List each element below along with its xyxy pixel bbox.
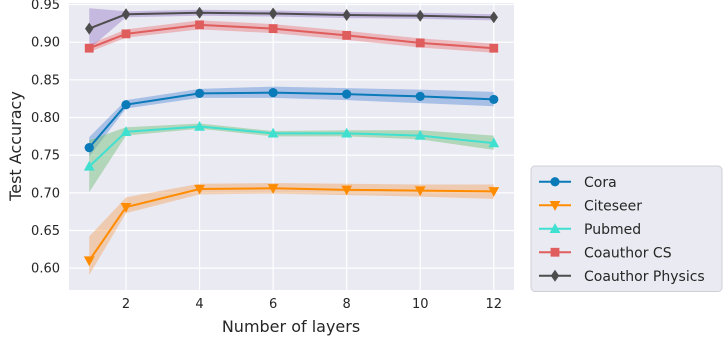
series-markers xyxy=(83,6,500,267)
point-citeseer xyxy=(267,184,279,194)
x-axis-title: Number of layers xyxy=(222,317,360,336)
legend-item-coauthor-physics: Coauthor Physics xyxy=(539,269,705,285)
legend-label: Cora xyxy=(584,175,617,191)
point-citeseer xyxy=(194,184,205,195)
band-coauthor-physics xyxy=(89,8,494,49)
point-cora xyxy=(415,91,425,102)
band-cora xyxy=(89,86,494,157)
legend-label: Coauthor Physics xyxy=(584,269,705,285)
point-coauthor-physics xyxy=(268,7,278,20)
y-axis-title: Test Accuracy xyxy=(6,91,25,202)
y-tick-label: 0.65 xyxy=(31,224,60,239)
y-tick-labels: 0.60 0.65 0.70 0.75 0.80 0.85 0.90 0.95 xyxy=(31,0,60,277)
legend-item-citeseer: Citeseer xyxy=(539,198,642,214)
legend-label: Citeseer xyxy=(584,198,642,214)
point-citeseer xyxy=(83,256,95,267)
legend-marker xyxy=(550,177,560,187)
plot-background xyxy=(69,3,514,290)
legend-label: Pubmed xyxy=(584,222,641,238)
point-pubmed xyxy=(83,160,95,171)
point-coauthor-physics xyxy=(85,22,94,35)
y-tick-label: 0.75 xyxy=(31,149,60,164)
confidence-bands xyxy=(89,8,494,275)
point-coauthor-physics xyxy=(416,9,425,22)
point-coauthor-physics xyxy=(342,9,351,22)
point-cora xyxy=(194,88,205,98)
point-pubmed xyxy=(341,127,353,138)
x-tick-label: 10 xyxy=(412,297,429,312)
point-coauthor-physics xyxy=(195,6,204,19)
y-tick-label: 0.95 xyxy=(31,0,60,13)
point-coauthor-cs xyxy=(121,29,131,39)
point-pubmed xyxy=(488,137,500,148)
point-pubmed xyxy=(414,129,426,140)
legend-item-cora: Cora xyxy=(539,175,617,191)
point-coauthor-cs xyxy=(195,20,204,30)
band-pubmed xyxy=(89,123,494,193)
x-tick-label: 8 xyxy=(343,297,351,312)
legend-marker xyxy=(549,201,561,211)
y-tick-label: 0.80 xyxy=(31,111,60,126)
point-coauthor-cs xyxy=(489,43,499,53)
y-tick-label: 0.90 xyxy=(31,36,60,51)
point-coauthor-physics xyxy=(489,11,498,24)
point-coauthor-cs xyxy=(415,38,425,48)
x-tick-label: 6 xyxy=(269,297,277,312)
point-coauthor-physics xyxy=(121,8,131,21)
point-pubmed xyxy=(194,120,205,131)
point-cora xyxy=(84,143,94,153)
legend-marker xyxy=(550,269,560,282)
legend-label: Coauthor CS xyxy=(584,245,672,261)
band-citeseer xyxy=(89,183,494,275)
legend: Cora Citeseer Pubmed Coauthor CS Coauthor Ph… xyxy=(530,165,723,292)
point-citeseer xyxy=(488,187,500,197)
x-tick-label: 2 xyxy=(122,297,130,312)
grid-lines xyxy=(69,3,514,290)
point-citeseer xyxy=(341,185,353,196)
point-cora xyxy=(342,89,352,99)
point-cora xyxy=(121,100,131,110)
legend-item-pubmed: Pubmed xyxy=(539,222,641,238)
point-pubmed xyxy=(120,126,132,137)
point-citeseer xyxy=(120,202,132,213)
x-tick-labels: 2 4 6 8 10 12 xyxy=(122,297,502,312)
y-tick-label: 0.60 xyxy=(31,262,60,277)
x-tick-label: 12 xyxy=(485,297,502,312)
point-coauthor-cs xyxy=(342,30,352,40)
point-coauthor-cs xyxy=(268,24,278,34)
point-cora xyxy=(268,88,278,98)
y-tick-label: 0.70 xyxy=(31,186,60,201)
point-coauthor-cs xyxy=(84,43,94,53)
point-citeseer xyxy=(414,186,426,197)
point-cora xyxy=(489,94,499,105)
legend-marker xyxy=(549,223,561,233)
legend-marker xyxy=(550,247,560,257)
legend-item-coauthor-cs: Coauthor CS xyxy=(539,245,672,261)
point-pubmed xyxy=(267,127,279,138)
band-coauthor-cs xyxy=(89,20,494,53)
x-tick-label: 4 xyxy=(195,297,203,312)
legend-box xyxy=(530,165,723,292)
y-tick-label: 0.85 xyxy=(31,73,60,88)
